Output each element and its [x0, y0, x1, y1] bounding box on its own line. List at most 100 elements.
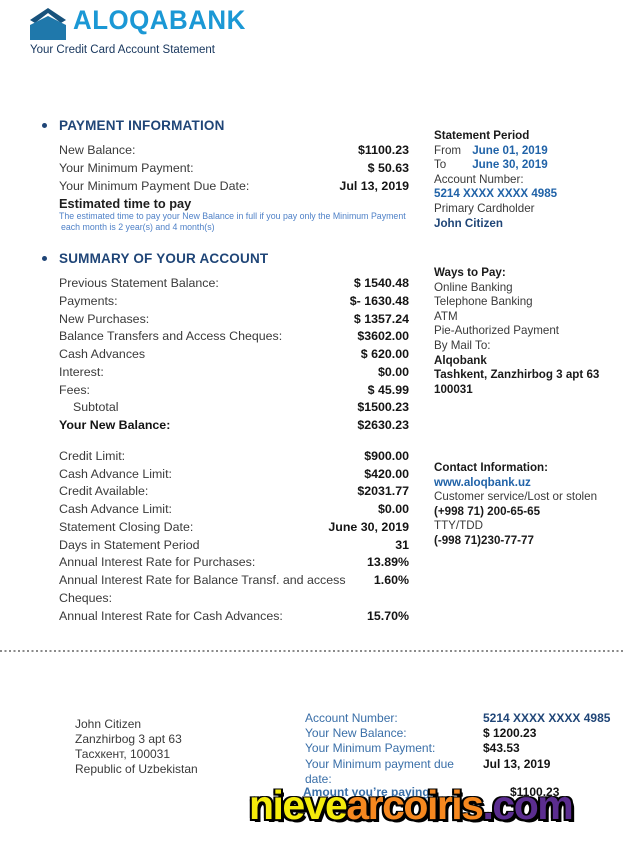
- statement-from-row: From June 01, 2019: [434, 144, 620, 159]
- contact-information-title: Contact Information:: [434, 461, 548, 474]
- row-label: Interest:: [59, 364, 104, 379]
- brand-name: ALOQABANK: [73, 5, 246, 35]
- remit-value: $ 1200.23: [483, 726, 537, 741]
- summary-row-closing-date: Statement Closing Date: June 30, 2019: [59, 519, 409, 537]
- remit-value: 5214 XXXX XXXX 4985: [483, 711, 611, 725]
- row-value: June 30, 2019: [328, 519, 409, 534]
- new-balance-row: New Balance: $1100.23: [59, 142, 409, 160]
- summary-row-balance-transfers: Balance Transfers and Access Cheques: $3…: [59, 328, 409, 346]
- row-label: Annual Interest Rate for Balance Transf.…: [59, 573, 346, 605]
- bullet-icon: [42, 123, 47, 128]
- customer-service-phone: (+998 71) 200-65-65: [434, 504, 541, 518]
- remit-new-balance-row: Your New Balance: $ 1200.23: [305, 726, 610, 741]
- row-label: New Purchases:: [59, 311, 150, 326]
- row-label: Previous Statement Balance:: [59, 276, 219, 290]
- statement-tagline: Your Credit Card Account Statement: [30, 44, 215, 56]
- address-street: Zanzhirbog 3 apt 63: [75, 732, 182, 746]
- row-value: $420.00: [364, 466, 409, 481]
- row-value: $3602.00: [357, 329, 409, 344]
- estimated-time-title: Estimated time to pay: [59, 196, 192, 212]
- row-value: $ 620.00: [360, 347, 409, 361]
- summary-group-gap: [59, 435, 409, 448]
- due-date-value: Jul 13, 2019: [339, 178, 409, 193]
- contact-information-block: Contact Information: www.aloqbank.uz Cus…: [434, 461, 620, 549]
- mail-to-bank-name: Alqobank: [434, 353, 487, 367]
- remit-account-number-row: Account Number: 5214 XXXX XXXX 4985: [305, 711, 610, 726]
- pay-option-by-mail: By Mail To:: [434, 338, 491, 352]
- row-label: Fees:: [59, 382, 90, 397]
- row-value: 13.89%: [366, 555, 409, 570]
- from-label: From: [434, 143, 462, 157]
- row-value: $1500.23: [357, 400, 409, 415]
- due-date-row: Your Minimum Payment Due Date: Jul 13, 2…: [59, 178, 409, 196]
- summary-row-new-purchases: New Purchases: $ 1357.24: [59, 311, 409, 329]
- summary-row-subtotal: Subtotal $1500.23: [59, 399, 409, 417]
- pay-option-telephone-banking: Telephone Banking: [434, 295, 533, 309]
- estimated-time-note-line1: The estimated time to pay your New Balan…: [59, 211, 406, 222]
- amount-paying-value: $1100.23: [510, 785, 560, 799]
- address-country: Republic of Uzbekistan: [75, 762, 198, 776]
- summary-row-cash-advances: Cash Advances $ 620.00: [59, 346, 409, 364]
- row-label: Balance Transfers and Access Cheques:: [59, 329, 283, 344]
- watermark-part-nieve: nieve: [249, 782, 348, 828]
- bullet-icon: [42, 256, 47, 261]
- tty-tdd-phone: (-998 71)230-77-77: [434, 533, 534, 547]
- statement-period-title: Statement Period: [434, 129, 530, 142]
- pay-option-atm: ATM: [434, 309, 458, 323]
- new-balance-value: $1100.23: [358, 143, 409, 157]
- account-summary-heading: SUMMARY OF YOUR ACCOUNT: [42, 250, 409, 268]
- row-label: Annual Interest Rate for Cash Advances:: [59, 608, 283, 623]
- summary-row-your-new-balance: Your New Balance: $2630.23: [59, 417, 409, 435]
- row-value: $ 1357.24: [353, 311, 409, 326]
- row-value: $2031.77: [357, 484, 409, 499]
- perforation-divider: [0, 650, 624, 652]
- to-date: June 30, 2019: [472, 158, 548, 172]
- row-label: Credit Available:: [59, 484, 149, 499]
- row-value: 1.60%: [373, 573, 409, 587]
- payment-information-heading: PAYMENT INFORMATION: [42, 117, 409, 135]
- customer-service-label: Customer service/Lost or stolen: [434, 490, 598, 504]
- summary-row-apr-balance-transfers: Annual Interest Rate for Balance Transf.…: [59, 572, 409, 608]
- summary-row-previous-balance: Previous Statement Balance: $ 1540.48: [59, 275, 409, 293]
- summary-row-cash-advance-limit-2: Cash Advance Limit: $0.00: [59, 501, 409, 519]
- row-label: Payments:: [59, 293, 118, 308]
- mailing-address-block: John Citizen Zanzhirbog 3 apt 63 Тасхкен…: [75, 717, 198, 777]
- aloqabank-logo-icon: [30, 8, 66, 40]
- remittance-block: Account Number: 5214 XXXX XXXX 4985 Your…: [305, 711, 610, 787]
- tty-tdd-label: TTY/TDD: [434, 519, 483, 533]
- summary-row-credit-available: Credit Available: $2031.77: [59, 483, 409, 501]
- remit-due-date-row: Your Minimum payment due date: Jul 13, 2…: [305, 757, 610, 787]
- account-number-label: Account Number:: [434, 172, 524, 186]
- summary-row-credit-limit: Credit Limit: $900.00: [59, 448, 409, 466]
- row-value: $900.00: [364, 448, 409, 463]
- primary-cardholder-label: Primary Cardholder: [434, 201, 535, 215]
- summary-row-cash-advance-limit: Cash Advance Limit: $420.00: [59, 466, 409, 484]
- row-value: $2630.23: [357, 418, 409, 432]
- mail-to-address: Tashkent, Zanzhirbog 3 apt 63: [434, 368, 600, 382]
- site-watermark: nievearcoiris.com: [249, 782, 574, 828]
- summary-row-days-in-period: Days in Statement Period 31: [59, 537, 409, 555]
- row-value: 31: [395, 537, 409, 552]
- website-link[interactable]: www.aloqbank.uz: [434, 475, 531, 489]
- pay-option-preauthorized: Pie-Authorized Payment: [434, 324, 560, 338]
- row-value: $0.00: [377, 364, 409, 379]
- row-label: Annual Interest Rate for Purchases:: [59, 555, 256, 570]
- remit-value: $43.53: [483, 741, 520, 756]
- remit-label: Account Number:: [305, 711, 398, 725]
- summary-row-apr-purchases: Annual Interest Rate for Purchases: 13.8…: [59, 554, 409, 572]
- remit-value: Jul 13, 2019: [483, 756, 551, 771]
- estimated-time-note-line2: each month is 2 year(s) and 4 month(s): [61, 222, 215, 233]
- watermark-part-com: .com: [482, 782, 574, 828]
- summary-row-apr-cash-advances: Annual Interest Rate for Cash Advances: …: [59, 608, 409, 626]
- watermark-part-arcoiris: arcoiris: [346, 782, 484, 828]
- statement-to-row: To June 30, 2019: [434, 158, 620, 173]
- account-summary-title: SUMMARY OF YOUR ACCOUNT: [59, 251, 269, 266]
- minimum-payment-label: Your Minimum Payment:: [59, 160, 194, 175]
- due-date-label: Your Minimum Payment Due Date:: [59, 178, 250, 193]
- amount-paying-row: Amount you’re paying: $1100.23: [303, 785, 559, 799]
- statement-period-block: Statement Period From June 01, 2019 To J…: [434, 129, 620, 231]
- row-label: Credit Limit:: [59, 448, 126, 463]
- row-value: $ 45.99: [367, 382, 409, 397]
- minimum-payment-value: $ 50.63: [367, 160, 409, 175]
- row-label: Cash Advance Limit:: [59, 466, 172, 481]
